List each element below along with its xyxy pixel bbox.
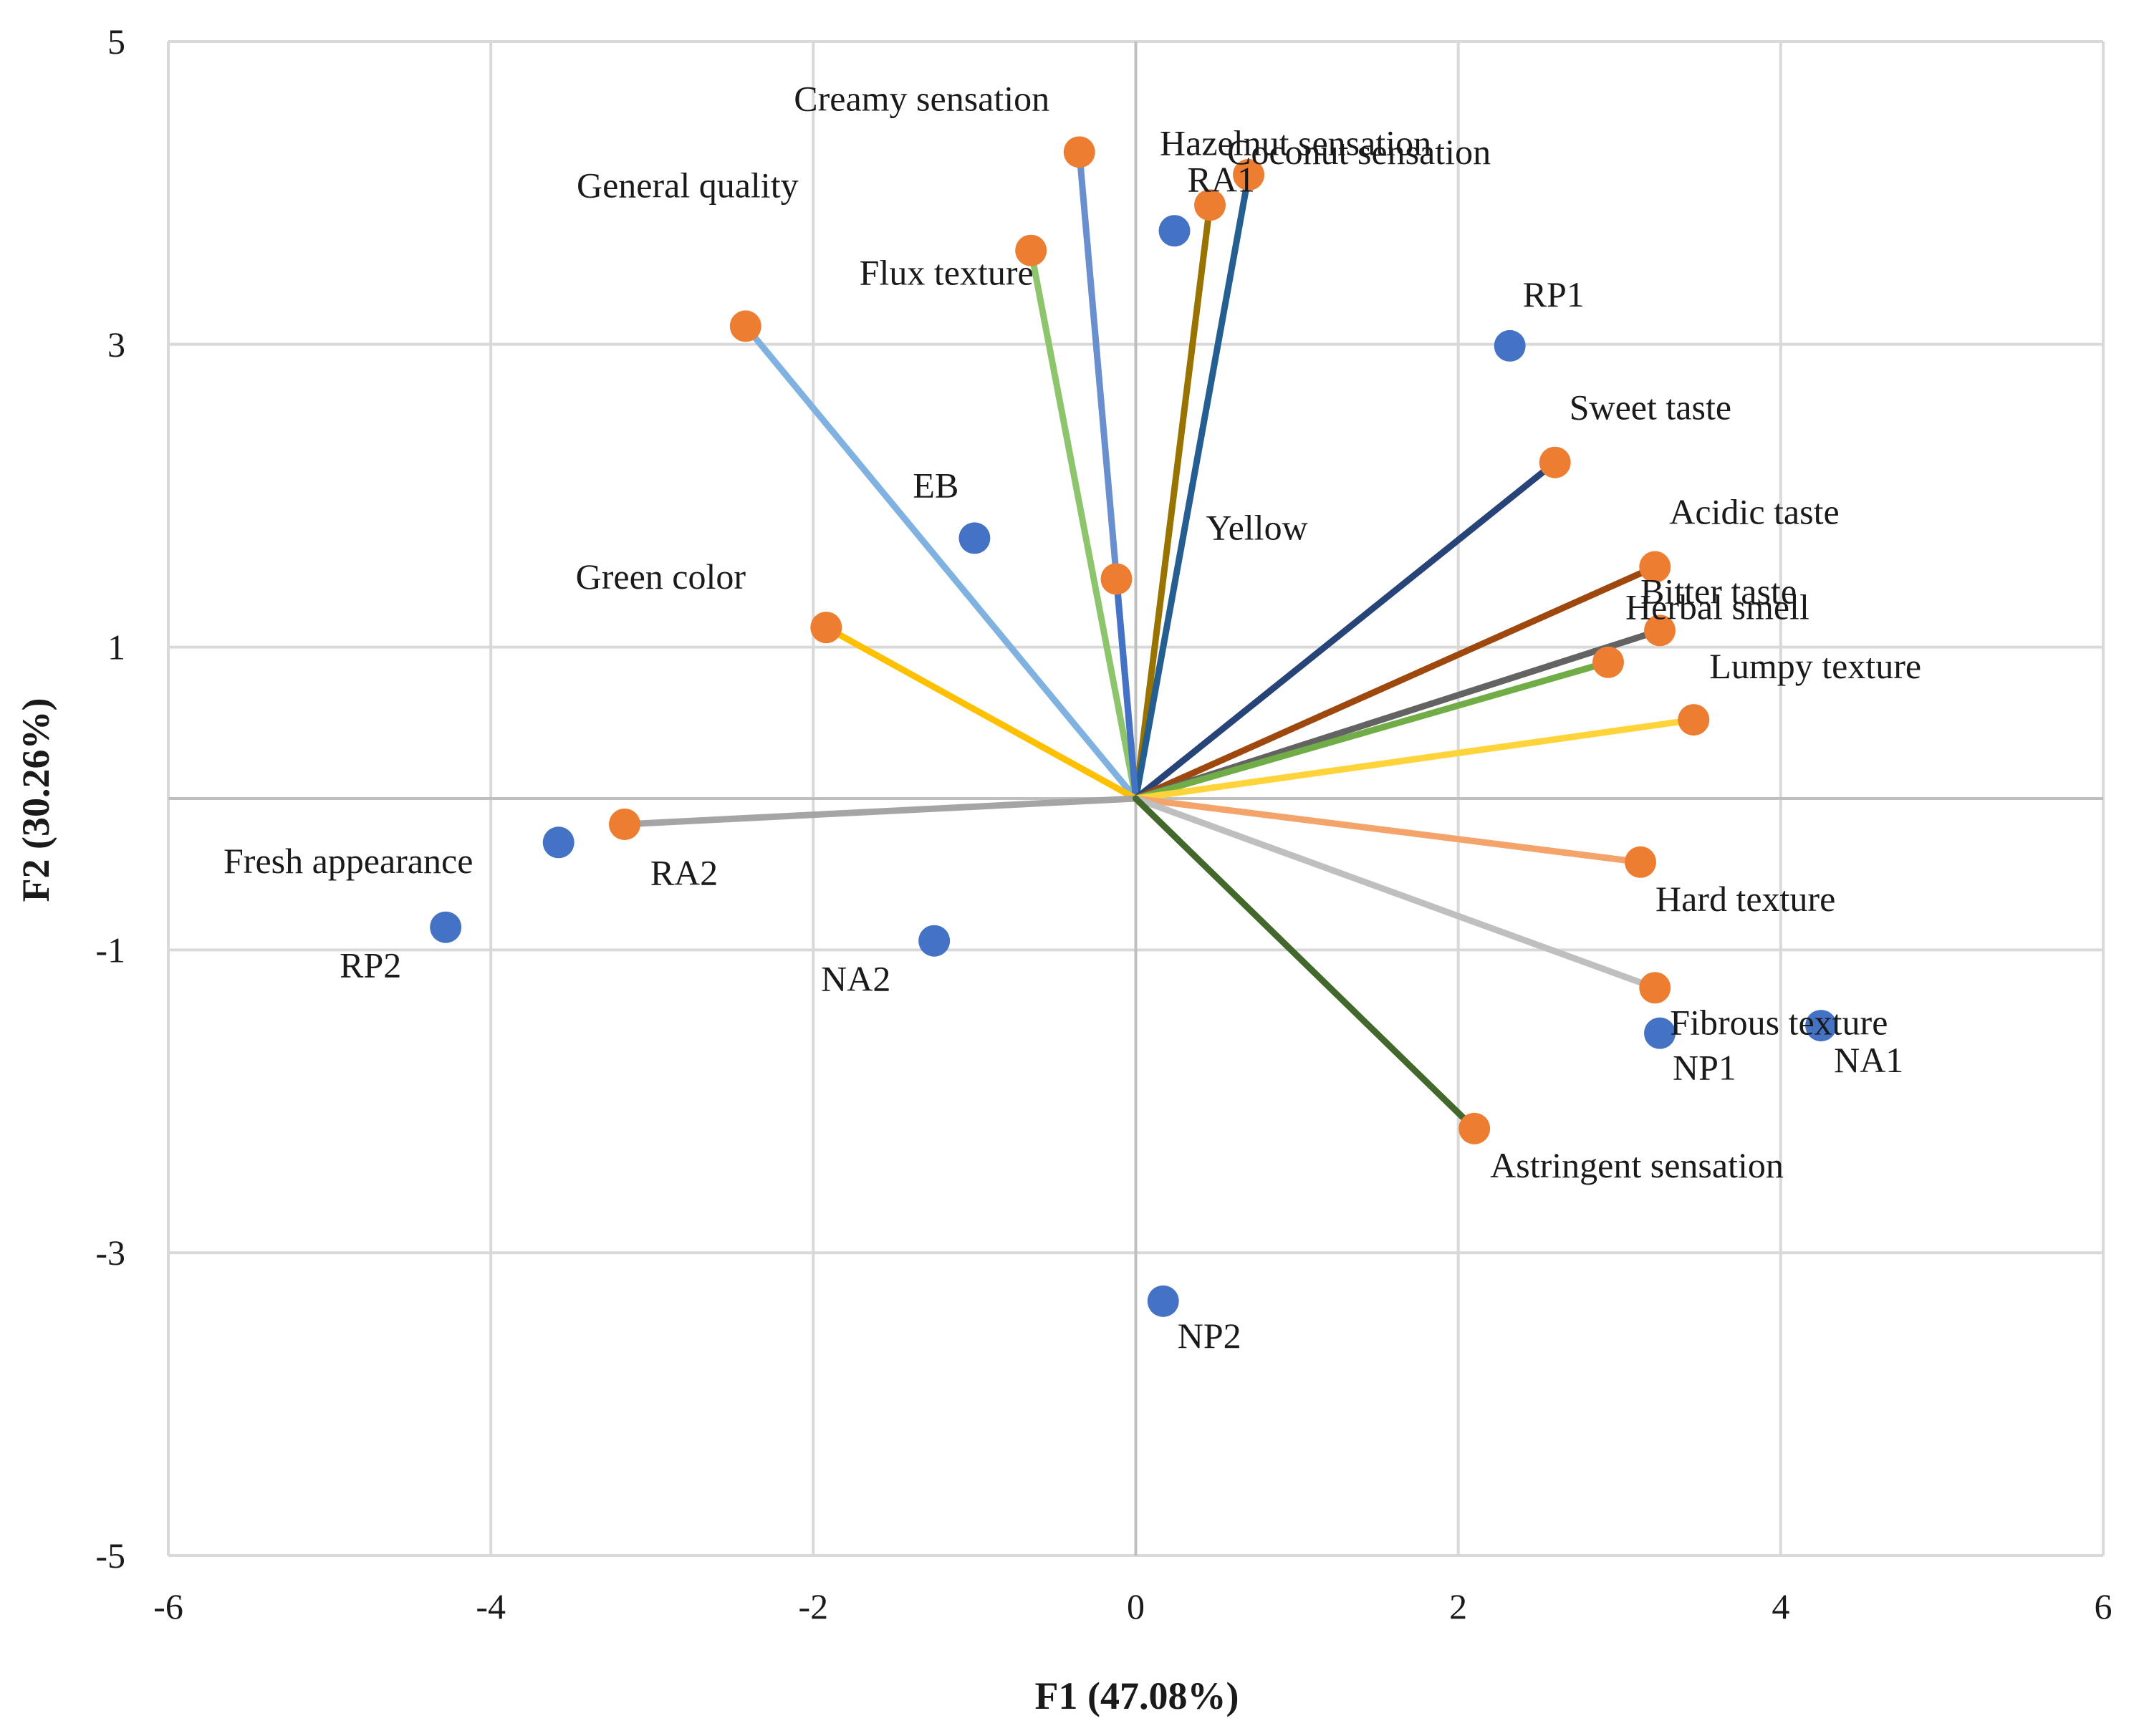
variable-point-flux-texture — [1015, 234, 1047, 266]
vector-sweet-taste — [1133, 459, 1559, 802]
variable-point-creamy-sensation — [1063, 136, 1095, 168]
variable-point-general-quality — [729, 310, 761, 342]
observation-point-na1 — [1805, 1010, 1837, 1042]
observation-point-eb — [958, 522, 991, 554]
variable-point-hazelnut-sensation — [1194, 189, 1226, 221]
x-tick-label: -6 — [153, 1586, 183, 1626]
observation-point-ra1 — [1158, 215, 1191, 247]
x-tick-label: 2 — [1449, 1586, 1467, 1626]
observation-label-na1: NA1 — [1834, 1040, 1903, 1080]
variable-point-herbal-smell — [1592, 646, 1624, 678]
variable-point-acidic-taste — [1639, 551, 1671, 583]
vector-acidic-taste — [1133, 564, 1658, 802]
variable-label-acidic-taste: Acidic taste — [1669, 492, 1839, 532]
vector-green-color — [822, 624, 1139, 802]
x-tick-label: -2 — [799, 1586, 829, 1626]
observation-label-np1: NP1 — [1673, 1048, 1736, 1088]
vector-flux-texture — [1027, 247, 1139, 802]
variable-label-bitter-taste: Bitter taste — [1640, 571, 1797, 611]
y-tick-label: 1 — [107, 627, 125, 667]
variable-point-coconut-sensation — [1233, 159, 1265, 191]
y-axis-title: F2 (30.26%) — [14, 698, 57, 902]
x-tick-label: 6 — [2095, 1586, 2113, 1626]
variable-label-yellow: Yellow — [1206, 507, 1307, 547]
variable-label-green-color: Green color — [576, 556, 746, 597]
variable-label-hard-texture: Hard texture — [1655, 879, 1835, 919]
vector-herbal-smell — [1133, 659, 1612, 802]
observation-point-ra2 — [542, 826, 575, 859]
observation-label-na2: NA2 — [821, 959, 890, 999]
vector-hazelnut-sensation — [1133, 201, 1213, 802]
vector-lumpy-texture — [1133, 716, 1697, 802]
x-tick-label: 4 — [1772, 1586, 1789, 1626]
observation-label-np2: NP2 — [1178, 1316, 1241, 1356]
observation-label-rp2: RP2 — [340, 945, 401, 985]
variable-label-lumpy-texture: Lumpy texture — [1709, 646, 1921, 686]
variable-point-fibrous-texture — [1639, 972, 1671, 1004]
points — [430, 136, 1837, 1317]
variable-point-hard-texture — [1625, 846, 1657, 878]
variable-point-sweet-taste — [1539, 446, 1571, 478]
observation-point-np2 — [1147, 1285, 1179, 1317]
observation-label-ra2: RA2 — [650, 852, 718, 892]
vector-fresh-appearance — [621, 795, 1139, 828]
observation-label-eb: EB — [913, 465, 958, 505]
variable-point-astringent-sensation — [1458, 1112, 1491, 1144]
observation-point-na2 — [918, 925, 951, 957]
variable-point-fresh-appearance — [608, 808, 640, 840]
y-tick-label: -5 — [95, 1535, 125, 1576]
variable-label-sweet-taste: Sweet taste — [1570, 387, 1731, 428]
variable-point-bitter-taste — [1644, 614, 1676, 647]
variable-label-fibrous-texture: Fibrous texture — [1670, 1002, 1888, 1042]
y-tick-label: -1 — [95, 930, 125, 970]
vector-general-quality — [742, 322, 1139, 802]
variable-label-herbal-smell: Herbal smell — [1625, 587, 1809, 627]
vector-yellow — [1112, 575, 1139, 802]
y-tick-label: 5 — [107, 21, 125, 62]
tick-labels: -6 -4 -2 0 2 4 6 -5 -3 -1 1 3 5 — [95, 21, 2112, 1626]
observation-point-rp1 — [1494, 329, 1526, 362]
observation-label-ra1: RA1 — [1188, 159, 1255, 199]
point-labels: Creamy sensation Hazelnut sensationCoconu… — [224, 78, 1921, 1356]
vector-hard-texture — [1133, 795, 1644, 866]
observation-label-rp1: RP1 — [1523, 274, 1585, 314]
vector-astringent-sensation — [1133, 795, 1478, 1132]
observation-point-np1 — [1644, 1017, 1676, 1049]
variable-label-coconut-sensation: Coconut sensation — [1227, 132, 1491, 172]
y-tick-label: -3 — [95, 1233, 125, 1273]
variable-label-flux-texture: Flux texture — [860, 253, 1034, 293]
x-tick-label: 0 — [1127, 1586, 1145, 1626]
x-tick-label: -4 — [476, 1586, 506, 1626]
vector-coconut-sensation — [1133, 171, 1252, 802]
variable-label-general-quality: General quality — [577, 165, 799, 205]
variable-label-hazelnut-sensation: Hazelnut sensation — [1160, 122, 1431, 163]
variable-label-creamy-sensation: Creamy sensation — [794, 78, 1049, 118]
variable-point-yellow — [1100, 563, 1133, 595]
observation-point-rp2 — [430, 911, 462, 943]
variable-point-green-color — [810, 612, 842, 644]
x-axis-title: F1 (47.08%) — [1035, 1674, 1239, 1717]
variable-point-lumpy-texture — [1678, 704, 1710, 736]
vector-fibrous-texture — [1133, 795, 1658, 991]
variable-label-fresh-appearance: Fresh appearance — [224, 841, 473, 881]
y-tick-label: 3 — [107, 324, 125, 365]
variable-label-astringent-sensation: Astringent sensation — [1490, 1145, 1784, 1185]
variable-vectors — [621, 148, 1697, 1132]
